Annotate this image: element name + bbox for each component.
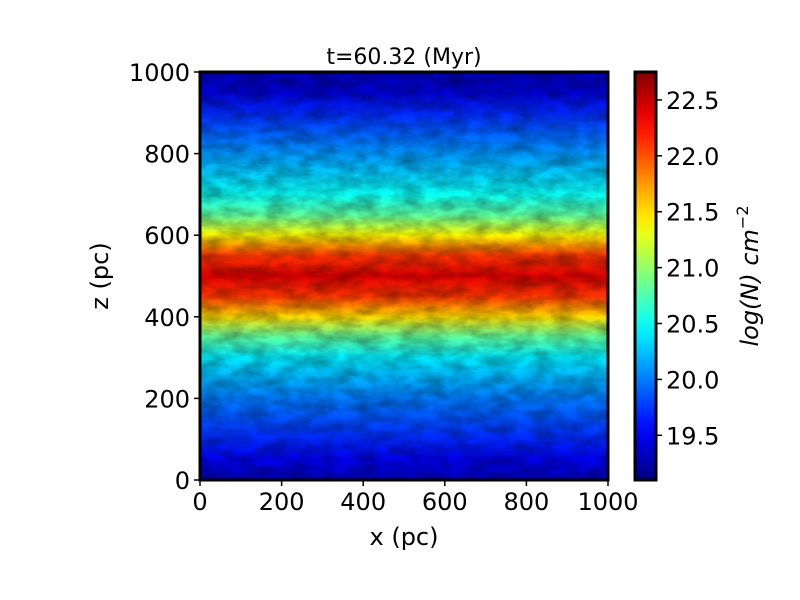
colorbar-gradient xyxy=(635,72,656,480)
y-tick-label: 200 xyxy=(144,385,190,413)
colorbar-label-main: log(N) cm xyxy=(736,229,764,346)
colorbar-label-exponent: −2 xyxy=(733,205,752,229)
y-axis-title: z (pc) xyxy=(86,242,114,309)
x-axis-title: x (pc) xyxy=(370,523,439,551)
colorbar-tick-label: 19.5 xyxy=(666,422,719,450)
x-tick-label: 0 xyxy=(192,488,207,516)
colorbar-label: log(N) cm−2 xyxy=(733,205,764,346)
y-tick-label: 800 xyxy=(144,141,190,169)
colorbar-tick-label: 22.0 xyxy=(666,143,719,171)
heatmap-texture xyxy=(200,72,608,480)
y-tick-label: 600 xyxy=(144,222,190,250)
colorbar-tick-label: 21.0 xyxy=(666,255,719,283)
plot-frame xyxy=(198,70,610,482)
x-tick-label: 600 xyxy=(422,488,468,516)
x-tick-label: 400 xyxy=(340,488,386,516)
y-tick-label: 0 xyxy=(175,467,190,495)
colorbar-frame xyxy=(633,70,658,482)
x-tick-label: 1000 xyxy=(577,488,638,516)
colorbar-tick-label: 20.0 xyxy=(666,366,719,394)
y-tick-label: 1000 xyxy=(129,59,190,87)
colorbar: 19.5 20.0 20.5 21.0 21.5 22.0 22.5 log(N) cm−2 xyxy=(633,70,764,482)
colorbar-ticks: 19.5 20.0 20.5 21.0 21.5 22.0 22.5 xyxy=(656,87,719,450)
colorbar-tick-label: 21.5 xyxy=(666,199,719,227)
x-tick-label: 800 xyxy=(503,488,549,516)
heatmap-image xyxy=(200,72,608,480)
colorbar-tick-label: 22.5 xyxy=(666,87,719,115)
x-axis: 0 200 400 600 800 1000 xyxy=(192,480,639,516)
plot-title: t=60.32 (Myr) xyxy=(326,45,481,70)
y-tick-label: 400 xyxy=(144,304,190,332)
y-axis: 0 200 400 600 800 1000 xyxy=(129,59,200,495)
x-tick-label: 200 xyxy=(259,488,305,516)
colorbar-tick-label: 20.5 xyxy=(666,311,719,339)
